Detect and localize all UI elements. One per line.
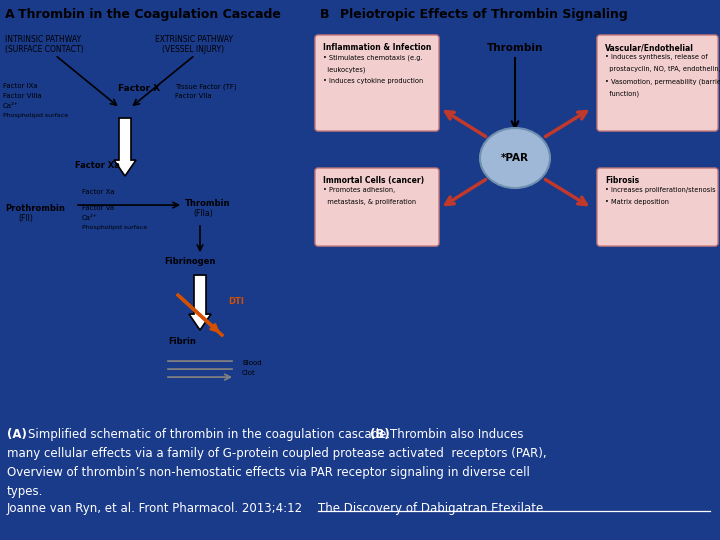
Text: metastasis, & proliferation: metastasis, & proliferation [323,199,416,205]
Text: Thrombin: Thrombin [185,199,230,207]
Text: Overview of thrombin’s non-hemostatic effects via PAR receptor signaling in dive: Overview of thrombin’s non-hemostatic ef… [7,466,530,479]
Text: Prothrombin: Prothrombin [5,204,65,213]
Text: Pleiotropic Effects of Thrombin Signaling: Pleiotropic Effects of Thrombin Signalin… [340,8,628,21]
Text: (SURFACE CONTACT): (SURFACE CONTACT) [5,45,84,54]
Text: (FIIa): (FIIa) [193,208,212,218]
Text: B: B [320,8,330,21]
FancyBboxPatch shape [315,35,439,131]
Text: Phospholipid surface: Phospholipid surface [82,225,147,230]
Text: • Promotes adhesion,: • Promotes adhesion, [323,187,395,193]
Text: DTI: DTI [228,296,244,306]
FancyArrow shape [114,118,136,176]
Text: Simplified schematic of thrombin in the coagulation cascade.: Simplified schematic of thrombin in the … [28,428,394,441]
Text: Ca²⁺: Ca²⁺ [82,215,98,221]
FancyArrow shape [189,275,211,330]
Text: Thrombin also Induces: Thrombin also Induces [390,428,523,441]
Text: The Discovery of Dabigatran Etexilate.: The Discovery of Dabigatran Etexilate. [318,502,547,515]
Text: Ca²⁺: Ca²⁺ [3,103,19,109]
Text: Factor VIIIa: Factor VIIIa [3,93,42,99]
Text: (B): (B) [370,428,390,441]
Text: Inflammation & Infection: Inflammation & Infection [323,43,431,52]
Text: Factor Xa: Factor Xa [75,160,120,170]
Text: Fibrin: Fibrin [168,336,196,346]
Text: • Induces cytokine production: • Induces cytokine production [323,78,423,84]
Text: Factor IXa: Factor IXa [3,83,37,89]
Text: Factor X: Factor X [118,84,161,92]
Text: EXTRINSIC PATHWAY: EXTRINSIC PATHWAY [155,35,233,44]
Text: many cellular effects via a family of G-protein coupled protease activated  rece: many cellular effects via a family of G-… [7,447,546,460]
Text: INTRINSIC PATHWAY: INTRINSIC PATHWAY [5,35,81,44]
Text: Thrombin: Thrombin [487,43,543,53]
Text: types.: types. [7,485,43,498]
Text: A: A [5,8,14,21]
Text: Clot: Clot [242,370,256,376]
Text: leukocytes): leukocytes) [323,66,366,72]
Text: Joanne van Ryn, et al. Front Pharmacol. 2013;4:12: Joanne van Ryn, et al. Front Pharmacol. … [7,502,307,515]
Text: Vascular/Endothelial: Vascular/Endothelial [605,43,694,52]
Text: • Vasomotion, permeability (barrier: • Vasomotion, permeability (barrier [605,78,720,85]
Text: (A): (A) [7,428,27,441]
Text: • Increases proliferation/stenosis: • Increases proliferation/stenosis [605,187,716,193]
Text: *PAR: *PAR [501,153,529,163]
Text: Blood: Blood [242,360,261,366]
FancyBboxPatch shape [597,35,718,131]
Text: • Matrix deposition: • Matrix deposition [605,199,669,205]
Text: Factor Va: Factor Va [82,205,114,211]
Text: Factor VIIa: Factor VIIa [175,93,212,99]
FancyBboxPatch shape [315,168,439,246]
Text: • Induces synthesis, release of: • Induces synthesis, release of [605,54,708,60]
Text: prostacyclin, NO, tPA, endothelin, TF: prostacyclin, NO, tPA, endothelin, TF [605,66,720,72]
Text: Factor Xa: Factor Xa [82,189,114,195]
Ellipse shape [480,128,550,188]
Text: (VESSEL INJURY): (VESSEL INJURY) [162,45,224,54]
Text: Fibrosis: Fibrosis [605,176,639,185]
Text: Phospholipid surface: Phospholipid surface [3,113,68,118]
Text: Fibrinogen: Fibrinogen [164,256,215,266]
Text: • Stimulates chemotaxis (e.g.: • Stimulates chemotaxis (e.g. [323,54,423,60]
Text: Immortal Cells (cancer): Immortal Cells (cancer) [323,176,424,185]
Text: Tissue Factor (TF): Tissue Factor (TF) [175,83,237,90]
FancyBboxPatch shape [597,168,718,246]
Text: Thrombin in the Coagulation Cascade: Thrombin in the Coagulation Cascade [18,8,281,21]
Text: (FII): (FII) [18,213,33,222]
Text: function): function) [605,90,639,97]
